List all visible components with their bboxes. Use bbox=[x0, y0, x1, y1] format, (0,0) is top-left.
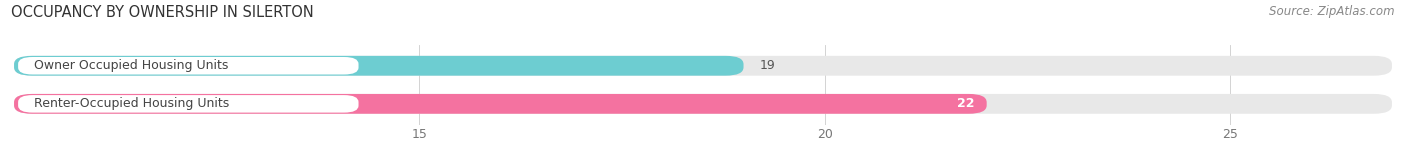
Text: Renter-Occupied Housing Units: Renter-Occupied Housing Units bbox=[34, 97, 229, 110]
FancyBboxPatch shape bbox=[14, 56, 1392, 76]
FancyBboxPatch shape bbox=[18, 95, 359, 113]
Text: Source: ZipAtlas.com: Source: ZipAtlas.com bbox=[1270, 5, 1395, 18]
Text: Owner Occupied Housing Units: Owner Occupied Housing Units bbox=[34, 59, 229, 72]
FancyBboxPatch shape bbox=[14, 56, 744, 76]
Text: 19: 19 bbox=[759, 59, 776, 72]
FancyBboxPatch shape bbox=[14, 94, 1392, 114]
Text: OCCUPANCY BY OWNERSHIP IN SILERTON: OCCUPANCY BY OWNERSHIP IN SILERTON bbox=[11, 5, 314, 20]
Text: 22: 22 bbox=[957, 97, 974, 110]
FancyBboxPatch shape bbox=[14, 94, 987, 114]
FancyBboxPatch shape bbox=[18, 57, 359, 75]
